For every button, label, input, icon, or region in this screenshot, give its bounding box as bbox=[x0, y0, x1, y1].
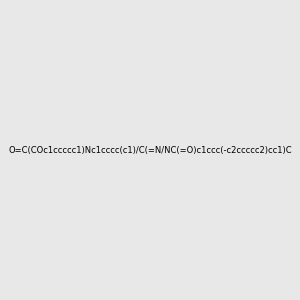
Text: O=C(COc1ccccc1)Nc1cccc(c1)/C(=N/NC(=O)c1ccc(-c2ccccc2)cc1)C: O=C(COc1ccccc1)Nc1cccc(c1)/C(=N/NC(=O)c1… bbox=[8, 146, 292, 154]
